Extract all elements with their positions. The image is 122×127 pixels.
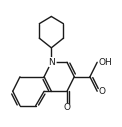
Text: OH: OH	[99, 58, 113, 67]
Text: O: O	[64, 103, 71, 112]
Circle shape	[63, 104, 71, 111]
Text: O: O	[99, 87, 106, 96]
Text: N: N	[48, 58, 55, 67]
Circle shape	[47, 58, 56, 67]
